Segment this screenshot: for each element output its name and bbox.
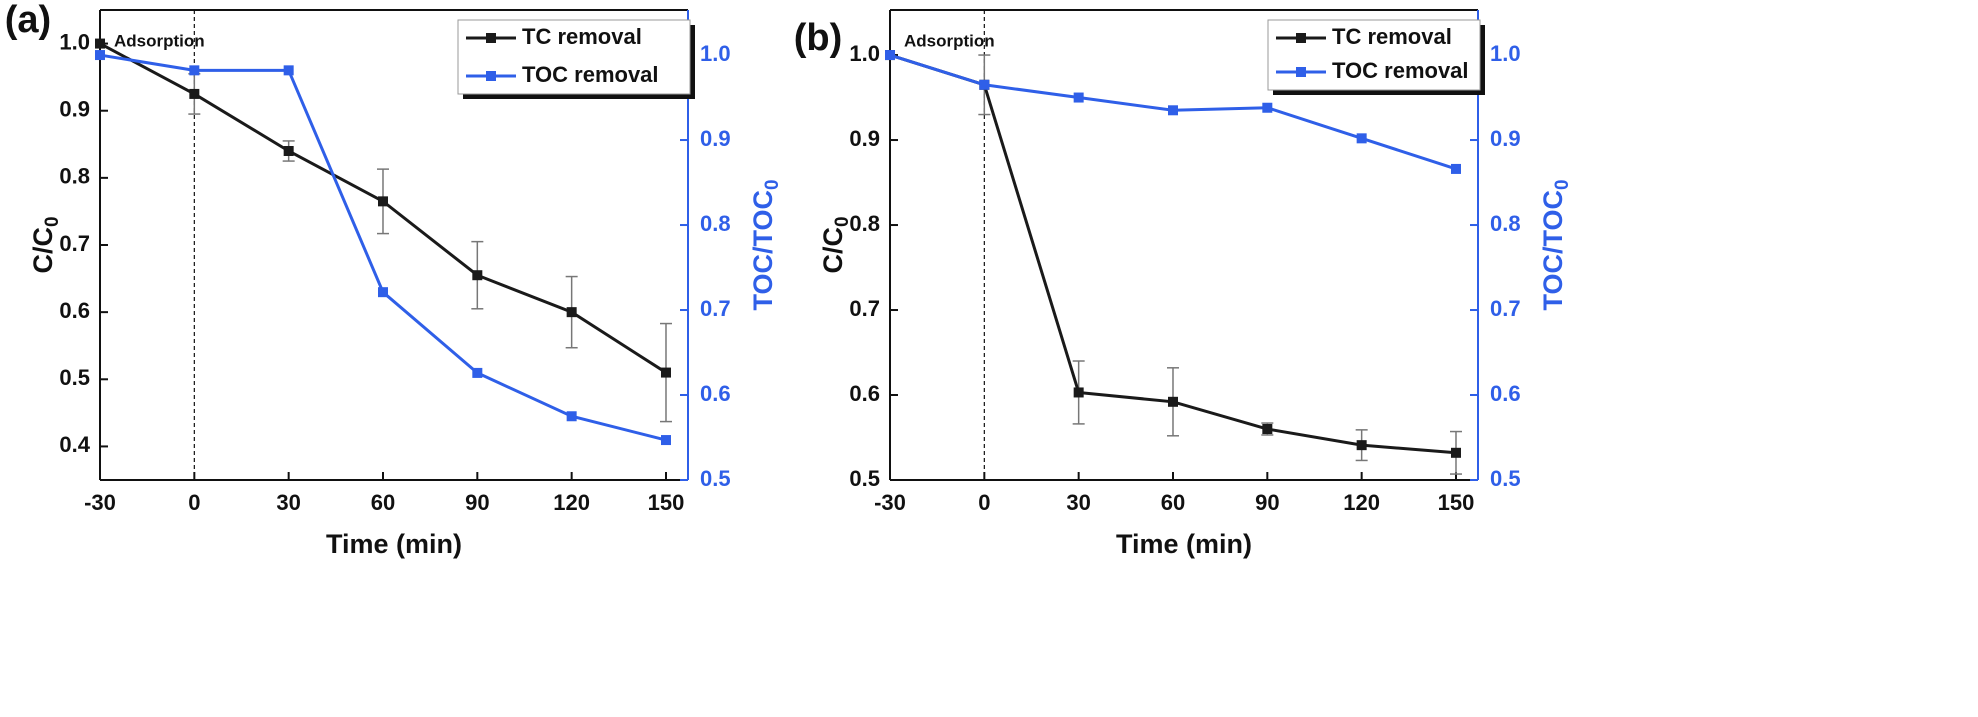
y-tick-label: 0.8 bbox=[59, 164, 90, 189]
y2-axis-label-sub: 0 bbox=[762, 179, 783, 190]
x-tick-label: 90 bbox=[465, 490, 489, 515]
y2-tick-label: 0.6 bbox=[700, 381, 731, 406]
marker bbox=[377, 196, 388, 207]
y2-tick-label: 0.5 bbox=[700, 466, 731, 491]
y2-axis-label: TOC/TOC0 bbox=[748, 179, 783, 310]
marker bbox=[95, 50, 105, 61]
y2-tick-label: 0.7 bbox=[1490, 296, 1521, 321]
y-axis-label-sub: 0 bbox=[832, 216, 853, 227]
marker bbox=[660, 435, 671, 446]
legend-marker bbox=[1296, 33, 1306, 43]
y-axis-label-main: C/C bbox=[28, 227, 58, 274]
x-tick-label: 0 bbox=[188, 490, 200, 515]
marker bbox=[1356, 133, 1367, 144]
y-axis-label: C/C0 bbox=[818, 216, 853, 273]
y-tick-label: 0.6 bbox=[59, 298, 90, 323]
chart-panel: -30 0 30 60 90 120 150 0.4 0.5 0.6 0.7 0.8 0.9 1.0 0.5… bbox=[5, 0, 783, 559]
series-line bbox=[99, 53, 667, 442]
marker bbox=[1262, 424, 1273, 435]
y-tick-label: 0.5 bbox=[849, 466, 880, 491]
y2-tick-label: 0.8 bbox=[700, 211, 731, 236]
y2-tick-label: 0.9 bbox=[1490, 126, 1521, 151]
chart-panel: -30 0 30 60 90 120 150 0.5 0.6 0.7 0.8 0.9 1.0 0.5 0.6… bbox=[794, 9, 1573, 559]
marker bbox=[1450, 447, 1461, 458]
legend-label: TOC removal bbox=[522, 62, 659, 87]
marker bbox=[377, 287, 388, 298]
annotation-label: Adsorption bbox=[904, 31, 995, 50]
marker bbox=[1167, 105, 1178, 116]
x-axis-label: Time (min) bbox=[326, 529, 462, 559]
x-tick-label: 90 bbox=[1255, 490, 1279, 515]
marker bbox=[283, 146, 294, 156]
marker bbox=[1262, 102, 1273, 113]
x-axis-label: Time (min) bbox=[1116, 529, 1252, 559]
legend-box bbox=[457, 19, 691, 95]
y2-axis-label: TOC/TOC0 bbox=[1538, 179, 1573, 310]
y2-tick-label: 0.6 bbox=[1490, 381, 1521, 406]
legend-label: TOC removal bbox=[1332, 58, 1469, 83]
y-tick-label: 0.7 bbox=[59, 231, 90, 256]
y2-tick-label: 0.9 bbox=[700, 126, 731, 151]
marker bbox=[660, 367, 671, 378]
x-tick-label: 120 bbox=[1343, 490, 1380, 515]
marker bbox=[95, 38, 105, 49]
y-tick-label: 0.8 bbox=[849, 211, 880, 236]
marker bbox=[566, 411, 577, 422]
y-tick-label: 0.7 bbox=[849, 296, 880, 321]
marker bbox=[472, 270, 483, 281]
x-tick-label: 60 bbox=[1161, 490, 1185, 515]
x-tick-label: -30 bbox=[84, 490, 116, 515]
y-tick-label: 0.9 bbox=[849, 126, 880, 151]
legend-marker bbox=[486, 33, 496, 43]
marker bbox=[979, 79, 990, 90]
marker bbox=[1167, 396, 1178, 407]
annotation-label: Adsorption bbox=[114, 31, 205, 50]
y-axis-label-main: C/C bbox=[818, 227, 848, 274]
y2-axis-label-main: TOC/TOC bbox=[748, 190, 778, 311]
y-tick-label: 0.6 bbox=[849, 381, 880, 406]
y-axis-label-sub: 0 bbox=[42, 216, 63, 227]
marker bbox=[472, 367, 483, 378]
legend-marker bbox=[1296, 67, 1306, 77]
legend-label: TC removal bbox=[1332, 24, 1452, 49]
panel-label: (b) bbox=[794, 17, 843, 59]
legend-marker bbox=[486, 71, 496, 81]
panel-label: (a) bbox=[5, 0, 51, 41]
x-tick-label: 120 bbox=[553, 490, 590, 515]
y-tick-label: 0.9 bbox=[59, 97, 90, 122]
y-tick-label: 0.4 bbox=[59, 432, 90, 457]
marker bbox=[1073, 387, 1084, 398]
marker bbox=[189, 65, 200, 76]
marker bbox=[283, 65, 294, 76]
y2-axis-label-sub: 0 bbox=[1552, 179, 1573, 190]
marker bbox=[1073, 92, 1084, 103]
marker bbox=[1356, 440, 1367, 451]
y2-tick-label: 1.0 bbox=[1490, 41, 1521, 66]
y-axis-label: C/C0 bbox=[28, 216, 63, 273]
legend-box bbox=[1267, 19, 1481, 91]
y2-tick-label: 0.5 bbox=[1490, 466, 1521, 491]
y-tick-label: 1.0 bbox=[849, 41, 880, 66]
x-tick-label: 150 bbox=[1438, 490, 1475, 515]
x-tick-label: 60 bbox=[371, 490, 395, 515]
x-tick-label: 0 bbox=[978, 490, 990, 515]
marker bbox=[1450, 163, 1461, 174]
x-tick-label: -30 bbox=[874, 490, 906, 515]
marker bbox=[885, 50, 895, 61]
y2-tick-label: 0.7 bbox=[700, 296, 731, 321]
x-tick-label: 30 bbox=[276, 490, 300, 515]
marker bbox=[566, 307, 577, 318]
x-tick-label: 150 bbox=[648, 490, 685, 515]
y2-axis-label-main: TOC/TOC bbox=[1538, 190, 1568, 311]
legend-label: TC removal bbox=[522, 24, 642, 49]
marker bbox=[189, 88, 200, 99]
y-tick-label: 1.0 bbox=[59, 29, 90, 54]
y2-tick-label: 0.8 bbox=[1490, 211, 1521, 236]
y-tick-label: 0.5 bbox=[59, 365, 90, 390]
x-tick-label: 30 bbox=[1066, 490, 1090, 515]
y2-tick-label: 1.0 bbox=[700, 41, 731, 66]
